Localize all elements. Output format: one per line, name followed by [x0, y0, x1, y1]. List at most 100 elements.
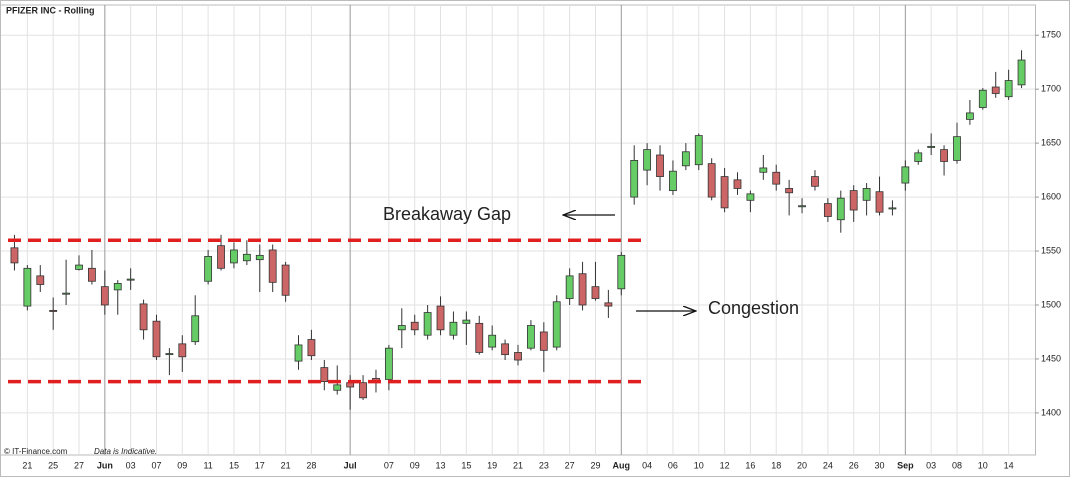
x-tick-label: 27 — [565, 460, 575, 470]
candle-body — [901, 166, 910, 184]
candle-body — [10, 247, 19, 264]
x-tick-label: 14 — [1004, 460, 1014, 470]
candle-body — [268, 249, 277, 283]
candle-body — [578, 273, 587, 306]
x-tick-label: 15 — [461, 460, 471, 470]
candle-body — [927, 145, 936, 148]
candle-body — [940, 149, 948, 162]
candle-body — [397, 325, 406, 331]
candle-body — [126, 278, 135, 281]
candle-body — [759, 167, 768, 173]
x-tick-label: 04 — [642, 460, 652, 470]
candle-body — [514, 352, 522, 361]
x-tick-label: 30 — [875, 460, 885, 470]
x-tick-label: 19 — [487, 460, 497, 470]
y-tick-label: 1700 — [1041, 84, 1061, 94]
candle-body — [49, 309, 58, 312]
candle-body — [565, 275, 574, 299]
candle-body — [953, 136, 961, 161]
candle-body — [733, 179, 742, 189]
candle-body — [1004, 80, 1013, 98]
y-tick-label: 1550 — [1041, 245, 1061, 255]
candle-body — [204, 256, 213, 282]
x-tick-label: 16 — [745, 460, 755, 470]
candle-body — [694, 135, 703, 166]
x-tick-label: 24 — [823, 460, 833, 470]
x-tick-label: 25 — [48, 460, 58, 470]
source: © IT-Finance.com — [4, 447, 68, 456]
x-tick-label: 15 — [229, 460, 239, 470]
x-tick-label: 21 — [281, 460, 291, 470]
candle-body — [656, 154, 664, 177]
x-tick-label: 13 — [436, 460, 446, 470]
candle-body — [139, 303, 148, 331]
candle-body — [100, 286, 109, 306]
candle-body — [230, 249, 238, 264]
candle-body — [320, 367, 329, 383]
x-tick-label: 06 — [668, 460, 678, 470]
x-tick-label: 29 — [590, 460, 600, 470]
candle-body — [294, 344, 303, 362]
candle-body — [410, 321, 419, 331]
candle-body — [888, 207, 897, 210]
candle-body — [862, 188, 871, 201]
annotation: Breakaway Gap — [383, 204, 511, 224]
candle-body — [707, 163, 716, 198]
candle-body — [36, 275, 45, 285]
candle-body — [449, 321, 458, 336]
candle-body — [242, 253, 251, 262]
candle-body — [991, 86, 1000, 94]
candle-body — [617, 254, 626, 290]
candle-body — [604, 302, 613, 307]
chart-title: PFIZER INC - Rolling — [6, 5, 95, 15]
candle-body — [88, 267, 96, 282]
candle-body — [836, 197, 845, 221]
x-tick-label: 20 — [797, 460, 807, 470]
candle-body — [965, 112, 974, 120]
x-tick-label: 03 — [926, 460, 936, 470]
x-tick-label: 09 — [410, 460, 420, 470]
candle-body — [798, 205, 806, 208]
note: Data is Indicative. — [94, 447, 157, 456]
x-tick-label: 26 — [849, 460, 859, 470]
candle-body — [23, 267, 32, 307]
y-tick-label: 1650 — [1041, 138, 1061, 148]
candle-body — [333, 384, 342, 391]
candle-body — [152, 320, 161, 358]
candle-body — [823, 203, 832, 217]
x-tick-label: 07 — [384, 460, 394, 470]
x-tick-label: 21 — [513, 460, 523, 470]
candle-body — [978, 89, 987, 108]
candle-body — [62, 292, 71, 295]
candle-body — [720, 176, 729, 209]
x-tick-label: 08 — [952, 460, 962, 470]
x-tick-label: 09 — [177, 460, 187, 470]
candle-body — [488, 334, 497, 348]
candle-body — [849, 190, 858, 211]
y-tick-label: 1400 — [1041, 407, 1061, 417]
x-tick-label: Jul — [344, 460, 357, 470]
candle-body — [217, 245, 225, 269]
y-tick-label: 1750 — [1041, 30, 1061, 40]
x-tick-label: 12 — [720, 460, 730, 470]
candle-body — [423, 312, 432, 336]
y-tick-label: 1450 — [1041, 353, 1061, 363]
x-tick-label: Sep — [897, 460, 914, 470]
candle-body — [178, 343, 187, 358]
candle-body — [384, 347, 393, 380]
x-tick-label: 10 — [694, 460, 704, 470]
x-tick-label: 21 — [22, 460, 32, 470]
candle-body — [1017, 59, 1026, 86]
candle-body — [191, 315, 200, 343]
candle-body — [552, 301, 561, 348]
candle-body — [681, 151, 690, 167]
candle-body — [165, 353, 174, 356]
candle-body — [255, 254, 264, 261]
x-tick-label: 17 — [255, 460, 265, 470]
candle-body — [643, 149, 652, 171]
x-tick-label: 28 — [306, 460, 316, 470]
candle-body — [307, 339, 316, 357]
x-tick-label: 03 — [126, 460, 136, 470]
x-tick-label: 11 — [203, 460, 212, 470]
